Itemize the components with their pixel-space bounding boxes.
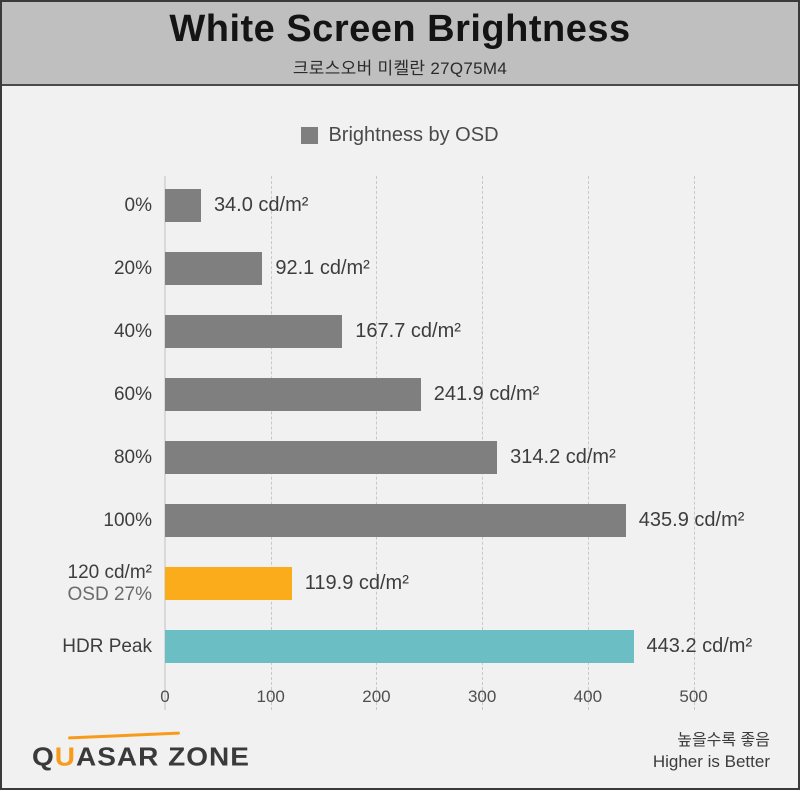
legend-label: Brightness by OSD bbox=[328, 124, 499, 146]
plot-area: 0% 34.0 cd/m² 20% 92.1 cd/m² 40% 167.7 c… bbox=[62, 174, 757, 710]
bar bbox=[165, 567, 292, 600]
bar bbox=[165, 315, 343, 348]
direction-note: 높을수록 좋음 Higher is Better bbox=[653, 730, 770, 772]
gridline bbox=[587, 176, 589, 710]
chart-row: 60% 241.9 cd/m² bbox=[114, 363, 757, 426]
x-tick-label: 100 bbox=[256, 687, 285, 706]
bar-value-label: 443.2 cd/m² bbox=[646, 635, 753, 657]
row-label-line1: 60% bbox=[113, 383, 152, 405]
bar-value-label: 119.9 cd/m² bbox=[304, 572, 409, 594]
chart-row: 100% 435.9 cd/m² bbox=[103, 489, 757, 552]
row-label-line1: HDR Peak bbox=[62, 635, 152, 657]
page-title: White Screen Brightness bbox=[169, 8, 631, 50]
x-tick-label: 200 bbox=[362, 687, 391, 706]
chart-rows: 0% 34.0 cd/m² 20% 92.1 cd/m² 40% 167.7 c… bbox=[62, 174, 757, 678]
chart-row: HDR Peak 443.2 cd/m² bbox=[62, 615, 757, 678]
x-tick-label: 300 bbox=[467, 687, 497, 706]
row-label-line1: 80% bbox=[113, 446, 152, 468]
row-label-line2: OSD 27% bbox=[67, 583, 152, 605]
row-label: 120 cd/m² OSD 27% bbox=[2, 562, 152, 606]
x-axis: 0 100 200 300 400 500 bbox=[160, 678, 757, 710]
chart-body: Brightness by OSD 0% 34.0 cd/m² 20% 92.1… bbox=[2, 86, 798, 786]
row-label: 20% bbox=[2, 258, 152, 280]
logo-q: Q bbox=[32, 742, 55, 772]
bar-value-label: 167.7 cd/m² bbox=[355, 320, 461, 342]
chart-row: 0% 34.0 cd/m² bbox=[125, 174, 757, 237]
bar bbox=[165, 504, 626, 537]
chart-row: 20% 92.1 cd/m² bbox=[114, 237, 757, 300]
bar-value-label: 92.1 cd/m² bbox=[275, 257, 370, 279]
bar-value-label: 241.9 cd/m² bbox=[433, 383, 540, 405]
row-label-line1: 0% bbox=[124, 194, 152, 216]
legend: Brightness by OSD bbox=[2, 86, 798, 147]
row-label-line1: 20% bbox=[113, 257, 152, 279]
chart-row: 80% 314.2 cd/m² bbox=[114, 426, 757, 489]
row-label-line1: 40% bbox=[113, 320, 152, 342]
chart-header: White Screen Brightness 크로스오버 미켈란 27Q75M… bbox=[2, 2, 798, 86]
chart-row: 120 cd/m² OSD 27% 119.9 cd/m² bbox=[68, 552, 757, 615]
row-label: 100% bbox=[2, 510, 152, 532]
logo-text: QUASAR ZONE bbox=[32, 743, 250, 772]
logo-swoosh-icon bbox=[67, 731, 181, 740]
bar bbox=[165, 189, 201, 222]
bar bbox=[165, 378, 421, 411]
row-label-line1: 120 cd/m² bbox=[67, 561, 152, 583]
logo-u: U bbox=[54, 742, 77, 772]
bar bbox=[165, 630, 634, 663]
gridline bbox=[693, 176, 695, 710]
x-tick-label: 500 bbox=[679, 687, 708, 706]
bar-value-label: 435.9 cd/m² bbox=[638, 509, 745, 531]
direction-note-korean: 높을수록 좋음 bbox=[677, 732, 770, 749]
page-subtitle: 크로스오버 미켈란 27Q75M4 bbox=[292, 59, 508, 78]
quasarzone-logo: QUASAR ZONE bbox=[32, 730, 250, 772]
row-label: HDR Peak bbox=[2, 636, 152, 658]
direction-note-english: Higher is Better bbox=[652, 752, 770, 771]
bar-value-label: 314.2 cd/m² bbox=[510, 446, 616, 468]
row-label: 0% bbox=[2, 195, 152, 217]
row-label: 60% bbox=[2, 384, 152, 406]
legend-swatch-icon bbox=[301, 127, 319, 144]
bar-chart: 0% 34.0 cd/m² 20% 92.1 cd/m² 40% 167.7 c… bbox=[62, 174, 757, 710]
bar bbox=[165, 252, 263, 285]
bar-value-label: 34.0 cd/m² bbox=[213, 194, 309, 216]
chart-row: 40% 167.7 cd/m² bbox=[114, 300, 757, 363]
x-tick-label: 0 bbox=[160, 687, 170, 706]
bar bbox=[165, 441, 498, 474]
row-label-line1: 100% bbox=[103, 509, 152, 531]
row-label: 40% bbox=[2, 321, 152, 343]
logo-rest: ASAR ZONE bbox=[76, 742, 250, 772]
x-tick-label: 400 bbox=[573, 687, 603, 706]
row-label: 80% bbox=[2, 447, 152, 469]
chart-footer: QUASAR ZONE 높을수록 좋음 Higher is Better bbox=[32, 730, 770, 772]
